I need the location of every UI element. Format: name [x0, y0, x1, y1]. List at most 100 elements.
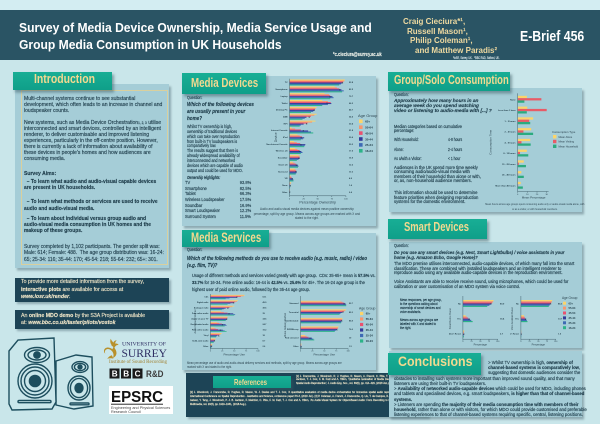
svg-text:70.7: 70.7	[349, 96, 354, 98]
svg-text:x: x	[326, 102, 328, 105]
svg-text:x: x	[227, 307, 229, 310]
svg-text:1.0: 1.0	[558, 334, 562, 336]
svg-text:Other: Other	[293, 345, 299, 348]
svg-text:x: x	[295, 171, 297, 174]
svg-text:B: B	[112, 370, 118, 379]
svg-text:1.5: 1.5	[349, 346, 353, 348]
svg-text:19.2: 19.2	[263, 329, 268, 331]
svg-text:DAB: DAB	[283, 115, 288, 118]
svg-text:Institute of Sound Recording: Institute of Sound Recording	[109, 360, 168, 364]
svg-text:0: 0	[462, 341, 463, 343]
svg-text:x: x	[300, 143, 302, 146]
svg-text:Smart LS: Smart LS	[278, 163, 288, 166]
svg-text:SURREY: SURREY	[122, 346, 168, 360]
svg-text:x: x	[468, 318, 470, 321]
svg-text:x: x	[222, 323, 224, 326]
svg-text:8 - 15 hours: 8 - 15 hours	[503, 153, 516, 155]
svg-text:Smartphone: Smartphone	[275, 88, 288, 91]
svg-text:76.6: 76.6	[349, 329, 354, 331]
svg-text:x: x	[233, 302, 235, 305]
svg-text:x: x	[296, 164, 298, 167]
svg-text:30: 30	[545, 194, 548, 196]
svg-text:x: x	[289, 191, 291, 194]
svg-text:20: 20	[536, 194, 539, 196]
svg-text:16-24: 16-24	[366, 339, 374, 343]
svg-text:Less than 1 hour: Less than 1 hour	[498, 109, 516, 112]
svg-text:66.3: 66.3	[349, 103, 354, 105]
svg-text:16-24: 16-24	[365, 149, 373, 153]
svg-text:75: 75	[245, 350, 247, 352]
svg-text:Age Group: Age Group	[359, 306, 376, 310]
svg-text:13.7: 13.7	[558, 318, 563, 320]
svg-text:75: 75	[488, 341, 490, 343]
svg-text:Percentage: Percentage	[532, 342, 546, 346]
svg-text:Non-Internet Console: Non-Internet Console	[266, 143, 288, 146]
svg-text:25: 25	[471, 341, 473, 343]
svg-text:DVD/Blu-ray: DVD/Blu-ray	[287, 329, 300, 331]
svg-text:18: 18	[263, 335, 266, 337]
svg-text:Digital radio: Digital radio	[197, 301, 209, 304]
svg-text:44.7: 44.7	[349, 109, 354, 112]
svg-text:55-64: 55-64	[569, 306, 576, 310]
svg-text:x: x	[292, 178, 294, 181]
svg-text:Mean Percentage: Mean Percentage	[522, 196, 546, 200]
svg-text:4 - 8 hours: 4 - 8 hours	[505, 141, 517, 144]
svg-text:0: 0	[210, 350, 211, 352]
svg-text:45-54: 45-54	[365, 131, 373, 135]
svg-text:Engineering and Physical Scien: Engineering and Physical Sciences	[111, 406, 170, 410]
svg-text:x: x	[226, 318, 228, 321]
svg-text:25: 25	[529, 341, 531, 343]
svg-text:x: x	[300, 136, 302, 139]
svg-text:1.4: 1.4	[349, 184, 353, 187]
svg-text:25: 25	[311, 350, 313, 352]
svg-text:16.4: 16.4	[500, 317, 505, 320]
svg-text:x: x	[314, 109, 316, 112]
svg-text:100: 100	[554, 341, 557, 343]
svg-text:89.3: 89.3	[349, 312, 354, 314]
svg-text:Mean Household: Mean Household	[559, 145, 579, 149]
svg-text:x: x	[298, 157, 300, 160]
svg-text:10: 10	[526, 194, 529, 196]
svg-text:Mean Visiting: Mean Visiting	[559, 140, 575, 144]
svg-text:Voice Assistant Owner: Voice Assistant Owner	[511, 307, 514, 330]
svg-text:50: 50	[316, 199, 319, 201]
svg-text:x: x	[463, 333, 465, 336]
svg-text:86.8: 86.8	[349, 320, 354, 322]
svg-text:50: 50	[479, 341, 481, 343]
svg-text:Laptop: Laptop	[281, 95, 289, 98]
svg-text:Surround: Surround	[278, 170, 288, 173]
svg-text:63.1: 63.1	[263, 297, 268, 299]
svg-text:x: x	[303, 130, 305, 133]
svg-text:Don't Know: Don't Know	[510, 333, 519, 336]
svg-text:Paid streamed: Paid streamed	[285, 336, 299, 339]
svg-text:No: No	[516, 303, 520, 305]
svg-text:Other: Other	[203, 345, 209, 348]
svg-text:25-34: 25-34	[569, 321, 576, 325]
svg-text:CDs: CDs	[204, 297, 209, 299]
svg-text:24.7: 24.7	[263, 323, 268, 326]
svg-text:35-44: 35-44	[366, 328, 374, 332]
svg-text:Solid-state audio: Solid-state audio	[192, 339, 209, 342]
svg-text:x: x	[236, 296, 238, 299]
svg-text:UNIVERSITY OF: UNIVERSITY OF	[122, 342, 166, 348]
svg-text:100: 100	[496, 341, 499, 343]
svg-text:Consumption Type: Consumption Type	[552, 130, 576, 134]
svg-text:Paid online audio: Paid online audio	[192, 329, 209, 331]
svg-text:90.7: 90.7	[349, 303, 354, 305]
svg-text:Streamed: Streamed	[289, 302, 299, 305]
svg-text:x: x	[211, 345, 213, 348]
svg-text:Vinyl: Vinyl	[204, 335, 209, 337]
svg-text:55-64: 55-64	[365, 125, 373, 129]
svg-text:100: 100	[256, 350, 259, 352]
svg-text:Audio via your TV: Audio via your TV	[191, 318, 209, 321]
svg-text:100: 100	[344, 199, 348, 201]
svg-text:None: None	[282, 185, 288, 187]
svg-text:85.3: 85.3	[558, 303, 563, 305]
svg-text:25: 25	[221, 350, 223, 352]
svg-text:2.7: 2.7	[500, 334, 504, 336]
svg-text:x: x	[290, 184, 292, 187]
svg-text:1 - 2 hours: 1 - 2 hours	[505, 121, 517, 123]
svg-text:19: 19	[349, 337, 352, 339]
svg-text:25-34: 25-34	[365, 143, 373, 147]
svg-text:Internet Console: Internet Console	[271, 129, 288, 132]
